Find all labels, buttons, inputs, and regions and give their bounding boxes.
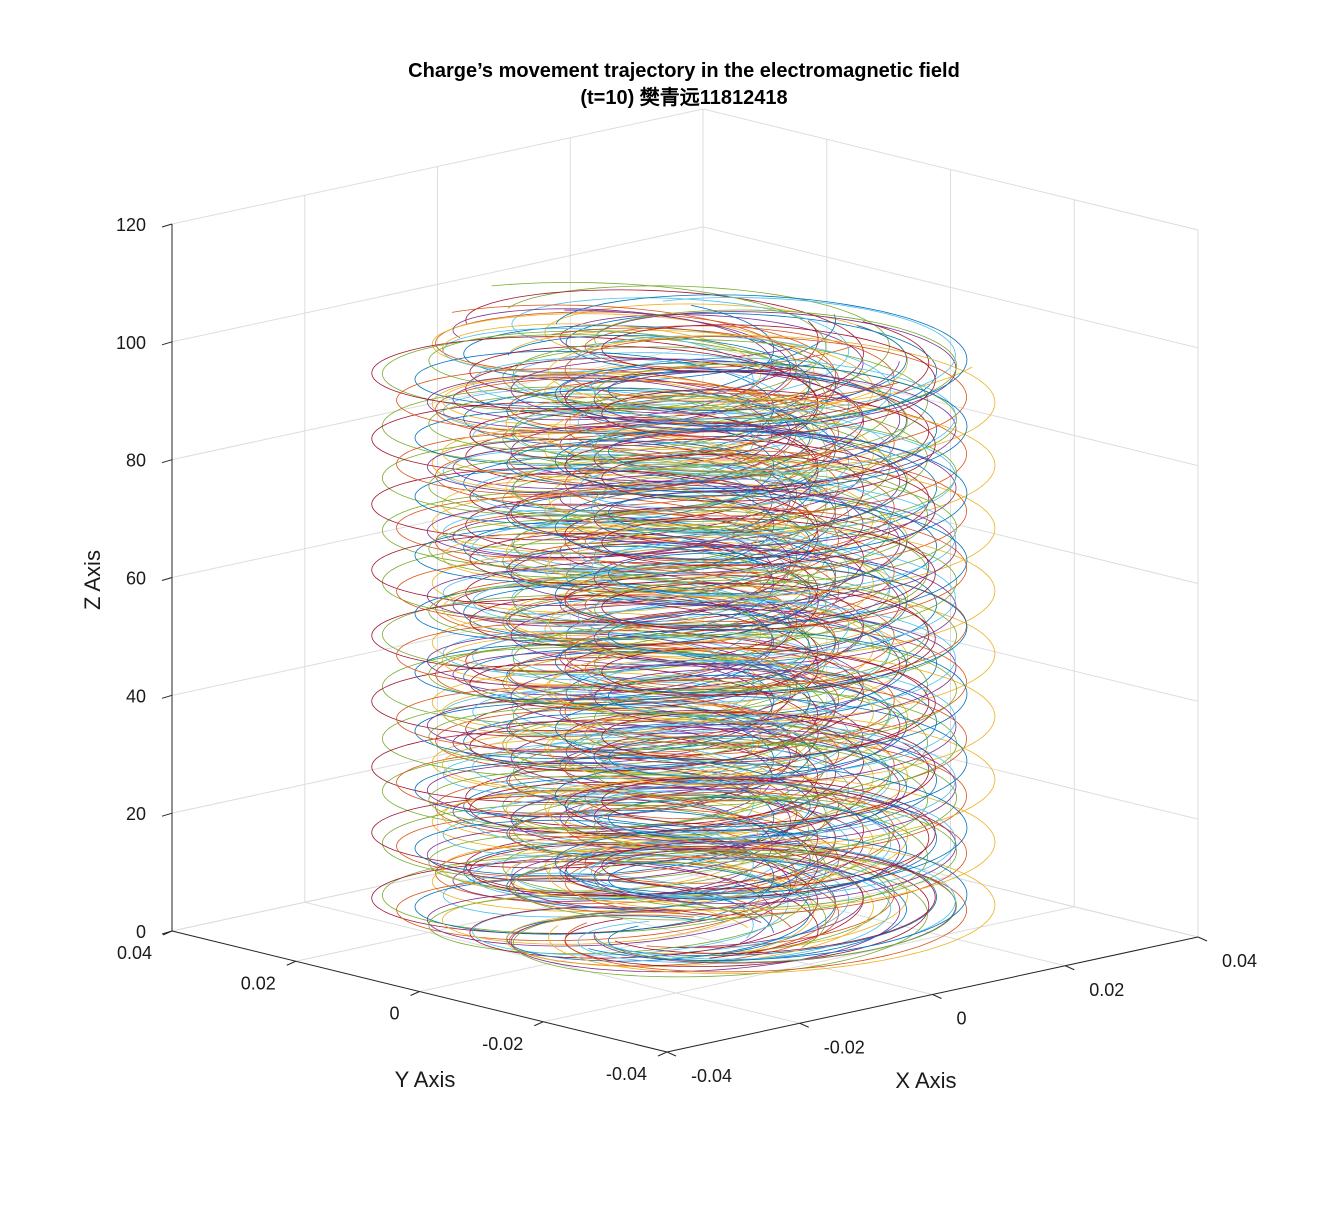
y-tick	[286, 960, 296, 966]
grid-line	[702, 226, 1199, 349]
y-tick-label: 0	[389, 1004, 399, 1024]
grid-line	[171, 108, 704, 225]
z-tick	[161, 577, 173, 581]
z-tick-label: 60	[126, 569, 146, 589]
z-tick-label: 40	[126, 686, 146, 706]
trajectory-line	[554, 294, 968, 961]
z-tick	[161, 694, 173, 699]
trajectory-line	[594, 309, 958, 963]
x-tick-label: -0.02	[824, 1037, 865, 1057]
series-lines	[371, 282, 996, 978]
x-axis-label: X Axis	[895, 1068, 956, 1093]
trajectory-line	[548, 334, 996, 974]
x-tick	[666, 1051, 677, 1057]
y-tick-label: -0.02	[482, 1034, 523, 1054]
y-tick-label: 0.04	[117, 943, 152, 963]
y-axis-label: Y Axis	[395, 1067, 456, 1092]
x-tick	[932, 994, 942, 999]
x-tick-label: 0.02	[1089, 980, 1124, 1000]
grid-line	[171, 226, 704, 343]
grid-line	[543, 906, 1075, 1023]
y-tick-label: 0.02	[241, 973, 276, 993]
z-tick-label: 80	[126, 451, 146, 471]
z-tick	[161, 223, 173, 228]
trajectory-line	[607, 325, 907, 961]
y-tick	[410, 991, 420, 996]
grid-line	[702, 108, 1199, 231]
trajectory-line	[463, 314, 836, 955]
trajectory-line	[590, 297, 956, 960]
z-tick	[161, 930, 173, 935]
x-tick	[1197, 936, 1208, 942]
x-tick	[799, 1022, 809, 1028]
y-tick-label: -0.04	[606, 1064, 647, 1084]
z-tick-label: 20	[126, 804, 146, 824]
x-tick-label: -0.04	[691, 1066, 732, 1086]
z-axis-label: Z Axis	[80, 550, 105, 610]
trajectory-line	[469, 345, 819, 959]
x-tick	[1065, 965, 1075, 971]
tick-labels: -0.04-0.0200.020.04-0.04-0.0200.020.0402…	[116, 215, 1257, 1086]
grid-line	[171, 344, 704, 461]
chart-title: Charge’s movement trajectory in the elec…	[408, 60, 960, 82]
y-tick	[657, 1051, 668, 1057]
z-tick	[161, 341, 173, 346]
trajectory-line	[506, 335, 811, 962]
trajectory-line	[441, 323, 762, 945]
chart-subtitle: (t=10) 樊青远11812418	[580, 85, 787, 109]
grid-line	[419, 876, 951, 992]
y-tick	[534, 1021, 544, 1027]
grid-line	[702, 579, 1199, 702]
grid-line	[702, 462, 1199, 584]
trajectory-line	[428, 330, 809, 955]
x-tick-label: 0.04	[1222, 951, 1257, 971]
grid-line	[295, 845, 827, 962]
trajectory-line	[414, 304, 775, 935]
trajectory-line	[593, 311, 957, 964]
trajectory-line	[564, 336, 968, 973]
z-tick-label: 0	[136, 922, 146, 942]
trajectory-line	[577, 335, 892, 963]
trajectory-line	[435, 311, 837, 956]
axes	[161, 223, 1208, 1057]
trajectory-line	[371, 320, 819, 938]
z-tick-label: 120	[116, 215, 146, 235]
z-tick	[161, 459, 173, 464]
z-tick-label: 100	[116, 333, 146, 353]
z-tick	[161, 812, 173, 817]
grid-line	[171, 697, 704, 814]
x-tick-label: 0	[957, 1009, 967, 1029]
